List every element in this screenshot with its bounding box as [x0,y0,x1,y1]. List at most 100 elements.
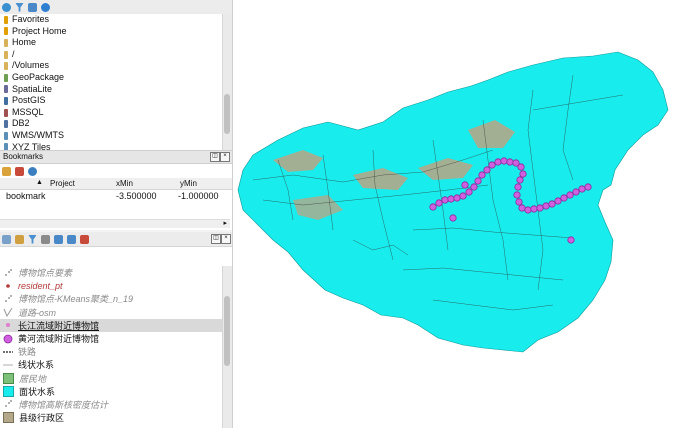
layer-item[interactable]: 黄河流域附近博物馆 [0,332,223,345]
map-canvas[interactable] [233,0,680,428]
refresh-icon[interactable] [2,2,11,12]
sort-arrow-icon[interactable]: ▲ [36,179,43,186]
browser-item[interactable]: GeoPackage [0,72,223,84]
museum-point [560,194,568,202]
column-xmin[interactable]: xMin [116,179,133,188]
museum-point [435,199,443,207]
museum-point [567,236,575,244]
bookmarks-titlebar: Bookmarks ◫ × [0,150,232,164]
info-icon[interactable] [41,2,50,12]
expand-all-icon[interactable] [54,234,63,244]
browser-item[interactable]: / [0,49,223,61]
browser-item[interactable]: /Volumes [0,60,223,72]
layer-label: resident_pt [18,280,63,291]
map-svg[interactable] [233,0,680,428]
museum-point [542,202,550,210]
museum-point [506,158,514,166]
remove-layer-icon[interactable] [80,234,89,244]
layers-scrollbar[interactable] [222,266,232,428]
browser-item[interactable]: XYZ Tiles [0,142,223,150]
float-icon[interactable]: ◫ [211,234,221,244]
browser-item[interactable]: Home [0,37,223,49]
layer-item[interactable]: 线状水系 [0,358,223,371]
layer-item[interactable]: 面状水系 [0,385,223,398]
layer-label: 面状水系 [19,386,56,397]
browser-item[interactable]: PostGIS [0,95,223,107]
filter-legend-icon[interactable] [28,234,37,244]
browser-item[interactable]: Project Home [0,26,223,38]
layer-item-selected[interactable]: 长江流域附近博物馆 [0,318,223,332]
museum-point [516,176,524,184]
collapse-all-icon[interactable] [67,234,76,244]
museum-point [429,203,437,211]
point-pattern-icon [3,268,13,278]
museum-point [488,161,496,169]
museum-point [517,163,525,171]
layer-label: 长江流域附近博物馆 [18,320,100,331]
layer-item[interactable]: 博物馆点要素 [0,266,223,279]
xyz-tiles-icon [4,143,8,150]
open-layer-styling-icon[interactable] [2,234,11,244]
browser-item[interactable]: WMS/WMTS [0,130,223,142]
museum-point [461,181,469,189]
museum-point [548,200,556,208]
museum-point [500,157,508,165]
geopackage-icon [4,73,8,82]
museum-point [447,195,455,203]
expression-filter-icon[interactable] [41,234,50,244]
layer-label: 博物馆高斯核密度估计 [18,399,109,410]
browser-item[interactable]: Favorites [0,14,223,26]
layer-item[interactable]: 居民地 [0,372,223,385]
share-icon[interactable] [28,166,37,176]
browser-item-label: Home [12,37,37,48]
land-area [418,158,473,180]
browser-item[interactable]: MSSQL [0,107,223,119]
folder-icon [4,38,8,47]
layer-label: 博物馆点要素 [18,268,73,279]
museum-point [512,159,520,167]
scroll-right-icon[interactable]: ▸ [223,220,227,227]
bookmark-xmin: -3.500000 [116,191,157,201]
column-ymin[interactable]: yMin [180,179,197,188]
filter-icon[interactable] [15,2,24,12]
red-dot-icon [3,281,13,291]
layer-item[interactable]: 博物馆高斯核密度估计 [0,398,223,411]
add-group-icon[interactable] [15,234,24,244]
browser-item[interactable]: DB2 [0,118,223,130]
horizontal-scrollbar[interactable]: ▸ [0,219,230,228]
museum-point [459,192,467,200]
collapse-all-icon[interactable] [28,2,37,12]
add-bookmark-icon[interactable] [2,166,11,176]
scroll-thumb[interactable] [224,296,230,366]
layers-toolbar: ◫ × [0,232,232,247]
browser-item[interactable]: SpatiaLite [0,84,223,96]
browser-item-label: Favorites [12,14,50,24]
line-pattern-icon [3,307,13,318]
table-row[interactable]: bookmark -3.500000 -1.000000 [0,190,232,201]
land-area [293,195,343,220]
layer-item[interactable]: resident_pt [0,279,223,292]
water-area [237,51,669,353]
layer-item[interactable]: 铁路 [0,345,223,358]
layer-item[interactable]: 县级行政区 [0,411,223,424]
browser-panel: Favorites Project Home Home / /Volumes G… [0,0,232,150]
museum-point [566,191,574,199]
thin-line-icon [3,360,13,370]
layer-item[interactable]: 道路-osm [0,306,223,319]
browser-item-label: MSSQL [12,106,44,117]
delete-icon[interactable] [15,166,24,176]
museum-point [470,183,478,191]
browser-item-label: PostGIS [12,95,46,106]
museum-point [449,214,457,222]
scroll-thumb[interactable] [224,94,230,134]
browser-scrollbar[interactable] [222,14,232,150]
close-icon[interactable]: × [220,152,230,162]
float-icon[interactable]: ◫ [210,152,220,162]
column-project[interactable]: Project [50,179,75,188]
museum-point [514,183,522,191]
browser-item-label: WMS/WMTS [12,129,64,140]
layer-item[interactable]: 博物馆点-KMeans聚类_n_19 [0,292,223,305]
point-pattern-icon [3,294,13,304]
museum-point [519,170,527,178]
close-icon[interactable]: × [221,234,231,244]
